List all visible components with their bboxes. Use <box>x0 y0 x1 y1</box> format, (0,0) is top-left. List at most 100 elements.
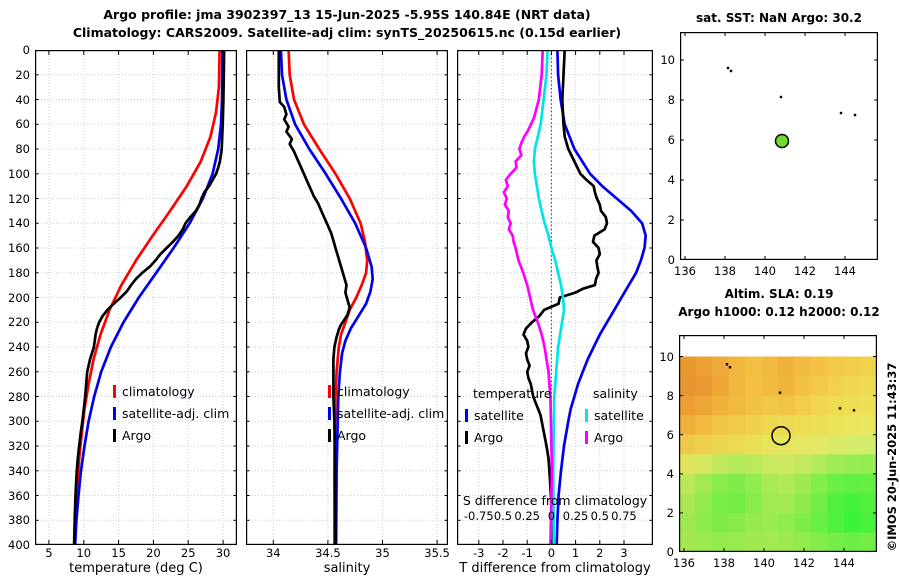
heatmap-cell <box>695 376 713 397</box>
heatmap-cell <box>811 532 829 553</box>
heatmap-cell <box>811 473 829 494</box>
heatmap-cell <box>860 532 878 553</box>
heatmap-cell <box>844 376 862 397</box>
x-tick-label: 138 <box>714 264 736 278</box>
land-speck <box>779 95 783 99</box>
x-tick-label: 142 <box>793 556 815 570</box>
land-speck <box>778 391 782 394</box>
heatmap-cell <box>761 454 779 475</box>
heatmap-cell <box>844 395 862 416</box>
land-speck <box>853 113 857 117</box>
legend-item: satellite-adj. clim <box>113 406 229 421</box>
heatmap-cell <box>811 434 829 455</box>
heatmap-cell <box>811 454 829 475</box>
heatmap-cell <box>778 356 796 377</box>
y-tick-label: 80 <box>15 142 30 156</box>
y-tick-label: 380 <box>8 513 30 528</box>
heatmap-cell <box>778 493 796 514</box>
legend-label: Argo <box>594 430 624 445</box>
heatmap-cell <box>712 376 730 397</box>
main-title-line1: Argo profile: jma 3902397_13 15-Jun-2025… <box>103 7 591 22</box>
heatmap-cell <box>827 356 845 377</box>
salinity-profiles-panel: climatology satellite-adj. clim Argo <box>246 48 449 547</box>
y-tick-label: 40 <box>15 92 30 107</box>
heatmap-cell <box>860 376 878 397</box>
heatmap-cell <box>761 512 779 533</box>
heatmap-cell <box>860 434 878 455</box>
s-axis-tick-label: 0.25 <box>514 509 540 523</box>
y-tick-label: 260 <box>8 364 30 379</box>
legend-label: climatology <box>122 384 195 399</box>
heatmap-cell <box>794 493 812 514</box>
y-tick-label: 320 <box>8 439 30 453</box>
y-tick-label: 180 <box>8 265 30 280</box>
heatmap-cell <box>794 356 812 377</box>
legend-label: satellite <box>594 408 644 423</box>
x-tick-label: 35 <box>375 546 390 560</box>
heatmap-cell <box>745 415 763 436</box>
climatology-curve <box>287 48 369 547</box>
y-tick-label: 60 <box>15 117 30 132</box>
x-tick-label: 34 <box>265 546 281 560</box>
heatmap-cell <box>695 415 713 436</box>
heatmap-cell <box>679 532 697 553</box>
heatmap-cell <box>811 415 829 436</box>
heatmap-cell <box>695 356 713 377</box>
axes-box <box>246 50 449 545</box>
heatmap-cell <box>745 512 763 533</box>
sst-map-plot <box>680 32 879 261</box>
heatmap-cell <box>794 512 812 533</box>
y-tick-label: 160 <box>8 241 30 255</box>
heatmap-cell <box>712 415 730 436</box>
legend-swatch <box>585 431 588 444</box>
y-tick-label: 10 <box>660 53 675 67</box>
heatmap-cell <box>794 434 812 455</box>
sst-map-panel <box>680 32 879 261</box>
heatmap-cell <box>745 532 763 553</box>
sla-map-panel <box>679 335 878 553</box>
legend-swatch <box>113 429 116 442</box>
t-diff-satellite-curve <box>555 48 648 547</box>
y-tick-label: 6 <box>666 427 674 442</box>
legend-item: satellite-adj. clim <box>328 406 444 421</box>
x-tick-label: 10 <box>76 546 92 560</box>
heatmap-cell <box>827 415 845 436</box>
heatmap-cell <box>712 356 730 377</box>
heatmap-cell <box>761 532 779 553</box>
legend-group-header: salinity <box>593 386 638 401</box>
heatmap-cell <box>761 395 779 416</box>
s-diff-argo-curve <box>502 48 554 547</box>
heatmap-cell <box>761 434 779 455</box>
heatmap-cell <box>827 512 845 533</box>
s-axis-tick-label: 0 <box>547 509 556 523</box>
x-tick-label: -3 <box>473 546 485 560</box>
land-speck <box>852 409 856 412</box>
heatmap-cell <box>679 415 697 436</box>
land-speck <box>839 111 843 115</box>
main-title-line2: Climatology: CARS2009. Satellite-adj cli… <box>72 25 622 40</box>
legend-label: satellite-adj. clim <box>337 406 445 421</box>
heatmap-cell <box>679 356 697 377</box>
land-speck <box>728 366 732 369</box>
heatmap-cell <box>712 473 730 494</box>
heatmap-cell <box>695 493 713 514</box>
x-tick-label: 144 <box>833 556 855 570</box>
heatmap-cell <box>844 454 862 475</box>
legend-label: Argo <box>337 428 367 443</box>
heatmap-cell <box>778 473 796 494</box>
heatmap-cell <box>860 493 878 514</box>
heatmap-cell <box>745 356 763 377</box>
heatmap-cell <box>761 376 779 397</box>
heatmap-cell <box>860 415 878 436</box>
heatmap-cell <box>745 395 763 416</box>
argo-float-marker <box>771 425 791 446</box>
temperature-profiles-plot <box>35 48 238 547</box>
x-tick-label: 3 <box>620 546 628 560</box>
y-tick-label: 220 <box>8 315 30 330</box>
heatmap-cell <box>745 376 763 397</box>
land-speck <box>838 407 842 410</box>
heatmap-cell <box>778 376 796 397</box>
heatmap-cell <box>860 512 878 533</box>
legend-item: Argo <box>465 430 503 445</box>
heatmap-cell <box>811 512 829 533</box>
